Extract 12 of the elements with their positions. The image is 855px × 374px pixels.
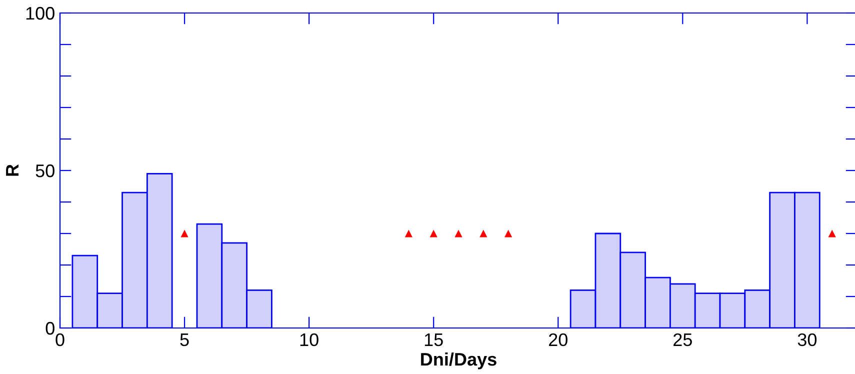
x-tick-label: 25 (674, 333, 692, 346)
x-tick-label: 0 (56, 333, 64, 346)
x-tick-label: 30 (798, 333, 817, 346)
x-tick-label: 20 (548, 333, 568, 346)
x-tick-label: 10 (300, 333, 318, 346)
x-tick-label: 5 (180, 334, 189, 346)
x-axis-title: Dni/Days (421, 352, 496, 370)
y-tick-label: 50 (36, 164, 54, 178)
y-tick-label: 100 (26, 6, 54, 20)
y-tick-label: 0 (46, 322, 54, 335)
y-axis-title: R (6, 164, 18, 176)
x-tick-label: 15 (424, 334, 443, 346)
